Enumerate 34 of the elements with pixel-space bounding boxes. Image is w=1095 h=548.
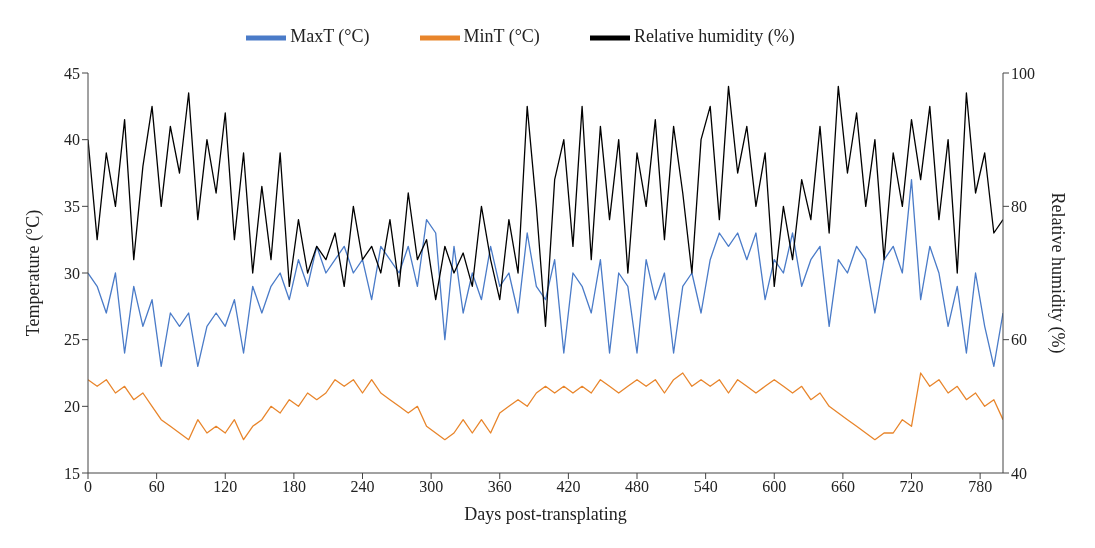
- y-tick-label: 15: [64, 464, 80, 482]
- y2-axis-title: Relative humidity (%): [1046, 192, 1068, 354]
- x-tick-label: 780: [968, 478, 993, 496]
- y2-tick-label: 40: [1011, 464, 1027, 482]
- x-tick-label: 720: [899, 478, 924, 496]
- y-tick-label: 45: [64, 64, 80, 82]
- x-tick-label: 600: [762, 478, 787, 496]
- line-series: [88, 179, 1003, 367]
- y2-tick-label: 80: [1011, 198, 1027, 216]
- x-tick-label: 540: [693, 478, 718, 496]
- x-tick-label: 0: [84, 478, 92, 496]
- y-tick-label: 25: [64, 331, 80, 349]
- y2-tick-label: 100: [1011, 64, 1035, 82]
- y-tick-label: 30: [64, 264, 80, 282]
- legend-label: MinT (°C): [463, 26, 540, 47]
- x-tick-label: 480: [625, 478, 649, 496]
- y-tick-label: 20: [64, 398, 80, 416]
- x-tick-label: 180: [281, 478, 306, 496]
- y-axis-title: Temperature (°C): [23, 209, 45, 337]
- x-tick-label: 360: [487, 478, 512, 496]
- y-tick-label: 40: [64, 131, 80, 149]
- x-tick-label: 120: [213, 478, 238, 496]
- line-series: [88, 372, 1003, 441]
- y-tick-label: 35: [64, 198, 80, 216]
- legend-label: MaxT (°C): [290, 26, 370, 47]
- x-tick-label: 60: [148, 478, 165, 496]
- y2-tick-label: 60: [1011, 331, 1027, 349]
- x-tick-label: 660: [830, 478, 855, 496]
- x-tick-label: 240: [350, 478, 375, 496]
- x-tick-label: 420: [556, 478, 581, 496]
- legend-label: Relative humidity (%): [633, 26, 795, 47]
- x-tick-label: 300: [419, 478, 444, 496]
- line-series: [88, 85, 1003, 327]
- x-axis-title: Days post-transplating: [464, 504, 627, 524]
